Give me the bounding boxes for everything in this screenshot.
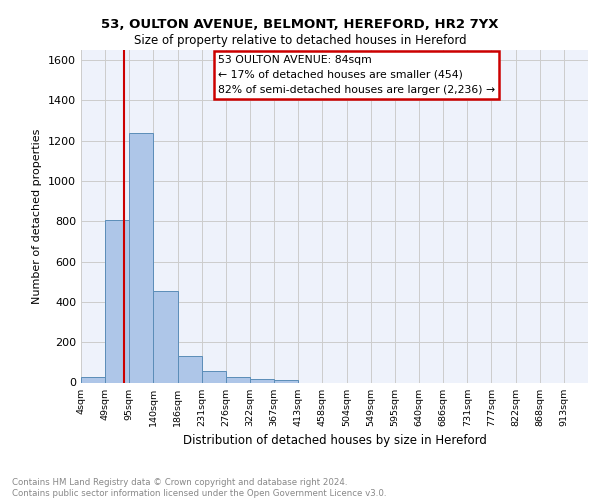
Bar — [129, 132, 154, 382]
Y-axis label: Number of detached properties: Number of detached properties — [32, 128, 43, 304]
Bar — [250, 380, 274, 382]
Bar — [226, 378, 250, 382]
Bar — [178, 356, 202, 382]
Bar — [81, 378, 105, 382]
Text: 53 OULTON AVENUE: 84sqm
← 17% of detached houses are smaller (454)
82% of semi-d: 53 OULTON AVENUE: 84sqm ← 17% of detache… — [218, 55, 495, 94]
Text: Contains HM Land Registry data © Crown copyright and database right 2024.
Contai: Contains HM Land Registry data © Crown c… — [12, 478, 386, 498]
X-axis label: Distribution of detached houses by size in Hereford: Distribution of detached houses by size … — [182, 434, 487, 447]
Bar — [274, 380, 298, 382]
Bar — [202, 371, 226, 382]
Bar — [154, 291, 178, 382]
Bar — [105, 220, 129, 382]
Text: 53, OULTON AVENUE, BELMONT, HEREFORD, HR2 7YX: 53, OULTON AVENUE, BELMONT, HEREFORD, HR… — [101, 18, 499, 30]
Text: Size of property relative to detached houses in Hereford: Size of property relative to detached ho… — [134, 34, 466, 47]
